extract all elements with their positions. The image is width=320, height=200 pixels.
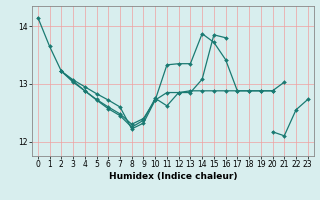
X-axis label: Humidex (Indice chaleur): Humidex (Indice chaleur) [108,172,237,181]
